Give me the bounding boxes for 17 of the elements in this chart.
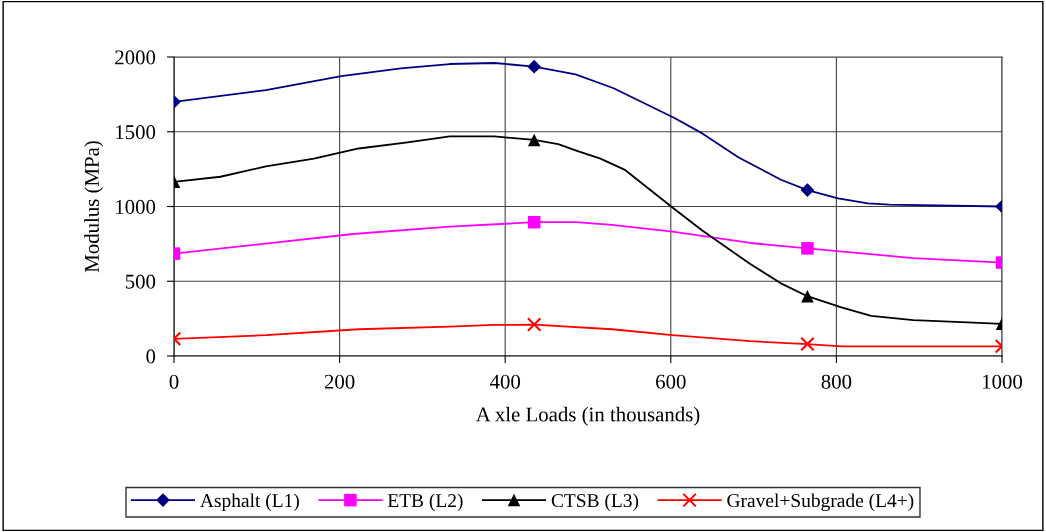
legend-label: Gravel+Subgrade (L4+) [727, 493, 914, 512]
x-axis-title: A xle Loads (in thousands) [475, 406, 700, 426]
legend-label: Asphalt (L1) [200, 493, 299, 512]
y-tick-label: 500 [125, 274, 156, 289]
x-tick-label: 200 [324, 374, 355, 389]
y-tick-label: 0 [146, 349, 156, 364]
y-tick-label: 2000 [115, 50, 156, 65]
x-tick-label: 800 [821, 374, 852, 389]
legend-label: ETB (L2) [387, 493, 463, 512]
x-tick-label: 1000 [983, 374, 1023, 389]
x-tick-label: 0 [169, 374, 179, 389]
y-tick-label: 1000 [116, 199, 156, 214]
legend-label: CTSB (L3) [551, 493, 639, 512]
x-tick-label: 600 [656, 374, 686, 389]
y-tick-label: 1500 [116, 125, 156, 140]
y-axis-title: Modulus (MPa) [84, 141, 104, 273]
x-tick-label: 400 [489, 374, 521, 389]
